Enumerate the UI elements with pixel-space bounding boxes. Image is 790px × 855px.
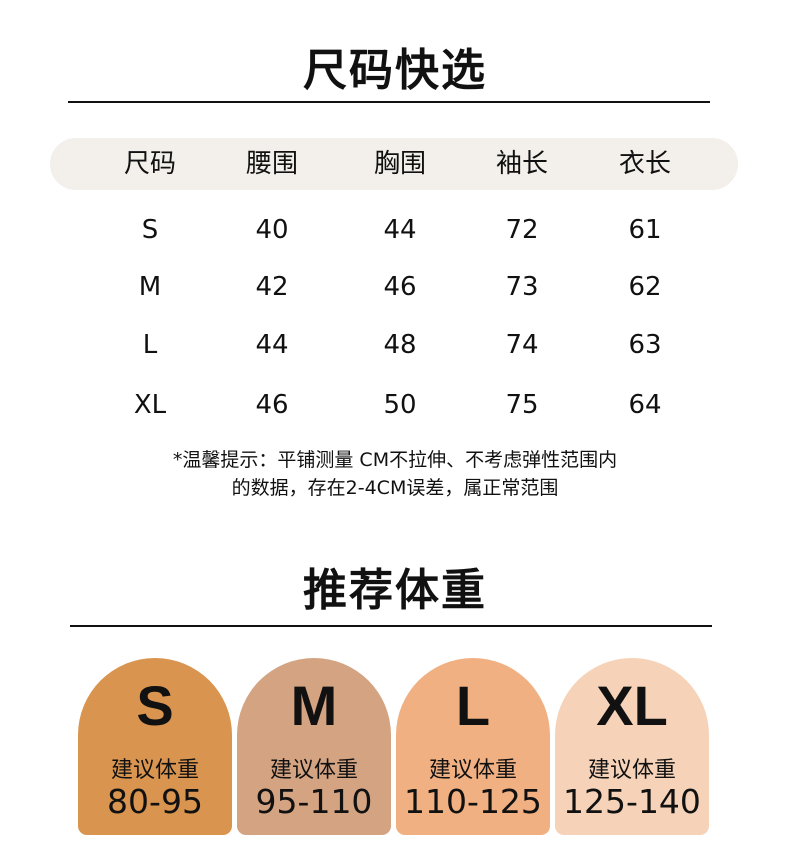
weight-card-xl: XL 建议体重 125-140 <box>555 658 709 835</box>
table-cell: 50 <box>383 390 417 420</box>
card-range: 125-140 <box>563 782 701 821</box>
column-header: 胸围 <box>373 149 426 179</box>
card-size: L <box>455 674 491 737</box>
table-cell: 40 <box>255 215 289 245</box>
card-range: 80-95 <box>107 782 203 821</box>
table-cell: S <box>141 215 159 245</box>
table-cell: 44 <box>255 330 289 360</box>
table-cell: 72 <box>505 215 539 245</box>
column-header: 腰围 <box>245 149 298 179</box>
card-label: 建议体重 <box>428 758 517 783</box>
weight-card-l: L 建议体重 110-125 <box>396 658 550 835</box>
card-size: XL <box>596 674 668 737</box>
card-size: M <box>290 674 338 737</box>
column-header: 尺码 <box>123 149 176 179</box>
column-header: 袖长 <box>495 149 548 179</box>
weight-section-title: 推荐体重 <box>303 565 487 616</box>
card-label: 建议体重 <box>269 758 358 783</box>
card-label: 建议体重 <box>110 758 199 783</box>
table-header-bar <box>50 138 738 190</box>
table-cell: 62 <box>628 272 662 302</box>
table-cell: L <box>142 330 158 360</box>
table-cell: 46 <box>383 272 417 302</box>
table-cell: 73 <box>505 272 539 302</box>
note-line-2: 的数据，存在2-4CM误差，属正常范围 <box>231 477 559 499</box>
table-cell: 61 <box>628 215 662 245</box>
card-range: 95-110 <box>255 782 373 821</box>
weight-card-s: S 建议体重 80-95 <box>78 658 232 835</box>
table-cell: XL <box>133 390 167 420</box>
table-cell: 75 <box>505 390 539 420</box>
table-cell: M <box>138 272 162 302</box>
table-cell: 44 <box>383 215 417 245</box>
card-size: S <box>136 674 174 737</box>
card-label: 建议体重 <box>587 758 676 783</box>
divider <box>68 101 710 103</box>
table-cell: 48 <box>383 330 417 360</box>
card-range: 110-125 <box>404 782 542 821</box>
column-header: 衣长 <box>618 149 671 179</box>
table-cell: 74 <box>505 330 539 360</box>
table-cell: 42 <box>255 272 289 302</box>
size-section-title: 尺码快选 <box>303 45 487 96</box>
divider <box>70 625 712 627</box>
table-cell: 63 <box>628 330 662 360</box>
table-cell: 46 <box>255 390 289 420</box>
note-line-1: *温馨提示：平铺测量 CM不拉伸、不考虑弹性范围内 <box>172 449 618 471</box>
table-cell: 64 <box>628 390 662 420</box>
weight-card-m: M 建议体重 95-110 <box>237 658 391 835</box>
